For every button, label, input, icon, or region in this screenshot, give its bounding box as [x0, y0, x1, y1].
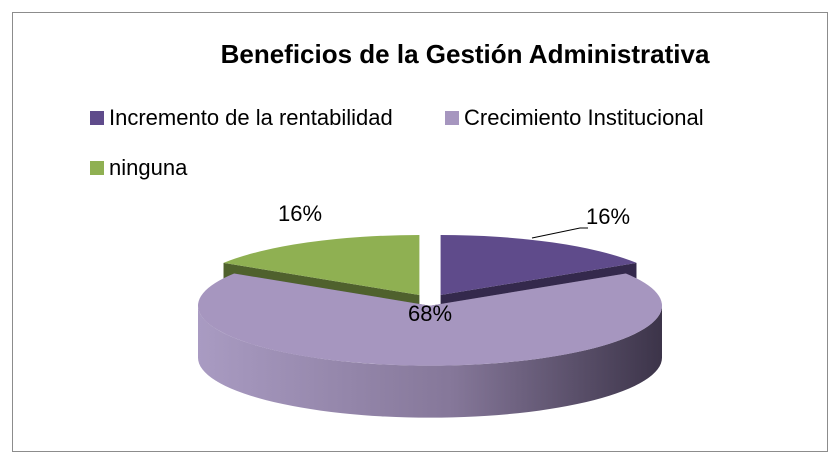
- legend-label: Incremento de la rentabilidad: [109, 105, 393, 130]
- legend-swatch: [90, 161, 104, 175]
- data-label: 16%: [278, 201, 322, 226]
- legend-swatch: [90, 111, 104, 125]
- legend-label: ninguna: [109, 155, 188, 180]
- data-label: 16%: [586, 204, 630, 229]
- data-label: 68%: [408, 301, 452, 326]
- legend-swatch: [445, 111, 459, 125]
- slice-side: [198, 305, 662, 418]
- slice: [198, 273, 663, 366]
- slice: [223, 235, 420, 296]
- leader-line: [531, 227, 588, 239]
- chart-title: Beneficios de la Gestión Administrativa: [221, 39, 710, 69]
- legend-label: Crecimiento Institucional: [464, 105, 704, 130]
- slice: [440, 235, 637, 296]
